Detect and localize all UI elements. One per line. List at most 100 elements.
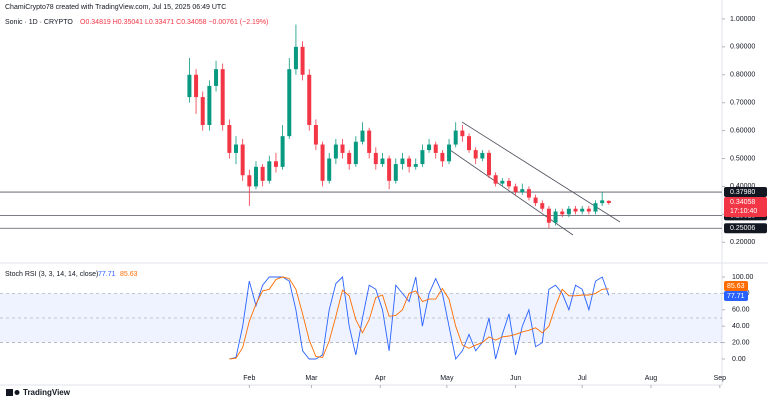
candle-body [420, 150, 425, 165]
x-tick-label: Feb [243, 375, 255, 382]
candle-body [393, 164, 398, 181]
x-tick-label: May [440, 375, 454, 382]
candle-body [606, 200, 611, 203]
symbol-title: Sonic · 1D · CRYPTO [5, 19, 73, 26]
candle-body [600, 200, 605, 204]
candle-body [566, 208, 571, 215]
candle-body [493, 175, 498, 184]
candle-body [240, 144, 245, 176]
y-tick-label: 0.50000 [730, 155, 755, 162]
candle-body [260, 166, 265, 181]
candle-body [247, 175, 252, 187]
candle-body [187, 74, 192, 98]
y-tick-label: 0.00 [732, 356, 746, 363]
candle-body [486, 152, 491, 176]
candle-body [520, 189, 525, 192]
candle-body [553, 211, 558, 223]
candle-body [320, 144, 325, 181]
ohlc-values: O0.34819 H0.35041 L0.33471 C0.34058 −0.0… [80, 19, 268, 26]
last-price-tag [724, 196, 767, 217]
indicator-value: 85.63 [120, 271, 138, 278]
candle-body [220, 69, 225, 125]
candle-body [400, 158, 405, 165]
candle-body [300, 46, 305, 75]
countdown: 17:10:40 [730, 208, 757, 215]
candle-body [227, 124, 232, 153]
candle-body [287, 69, 292, 137]
candle-body [513, 186, 518, 192]
y-tick-label: 0.70000 [730, 100, 755, 107]
candle-body [273, 161, 278, 167]
candle-body [586, 208, 591, 212]
candle-body [467, 136, 472, 151]
stoch-line [229, 276, 609, 360]
x-tick-label: Aug [645, 375, 658, 382]
y-tick-label: 0.90000 [730, 44, 755, 51]
candle-body [200, 97, 205, 125]
x-tick-label: Sep [714, 375, 727, 382]
credit: ChamiCrypto78 created with TradingView.c… [5, 4, 226, 11]
candle-body [593, 203, 598, 212]
indicator-tag-label: 85.63 [727, 283, 745, 290]
candle-body [473, 150, 478, 159]
y-tick-label: 60.00 [732, 307, 750, 314]
candle-body [267, 161, 272, 181]
stoch-line [229, 276, 610, 361]
candle-body [533, 197, 538, 204]
candle-body [560, 211, 565, 215]
indicator-tag-label: 77.71 [727, 293, 745, 300]
x-tick-label: Mar [305, 375, 318, 382]
candle-body [373, 152, 378, 165]
candle-body [214, 69, 219, 86]
candle-body [460, 130, 465, 137]
candle-body [207, 85, 212, 125]
candle-body [353, 141, 358, 165]
x-tick-label: Apr [375, 375, 387, 382]
indicator-title: Stoch RSI (3, 3, 14, 14, close) [5, 271, 98, 278]
candle-body [280, 136, 285, 167]
candle-body [313, 124, 318, 145]
candle-body [433, 144, 438, 153]
y-tick-label: 100.00 [732, 274, 754, 281]
candle-body [407, 158, 412, 167]
indicator-value: 77.71 [98, 271, 116, 278]
candle-body [293, 46, 298, 70]
indicator-tag [724, 291, 748, 301]
candle-body [447, 144, 452, 162]
candle-body [526, 189, 531, 198]
candle-body [347, 152, 352, 165]
brand-logo [6, 389, 20, 396]
candle-body [340, 144, 345, 153]
candle-body [333, 144, 338, 159]
y-tick-label: 20.00 [732, 339, 750, 346]
candle-body [360, 130, 365, 142]
candle-body [427, 144, 432, 151]
x-tick-label: Jul [578, 375, 587, 382]
candle-body [327, 158, 332, 181]
indicator-tag [724, 281, 748, 291]
y-tick-label: 0.60000 [730, 127, 755, 134]
candle-body [387, 158, 392, 181]
level-tag [724, 187, 767, 198]
candle-body [480, 152, 485, 159]
level-label: 0.37980 [730, 189, 755, 196]
candle-body [506, 180, 511, 187]
candle-body [540, 203, 545, 209]
candle-body [413, 164, 418, 167]
candle-body [500, 180, 505, 184]
candle-body [380, 158, 385, 165]
channel-line [449, 149, 574, 236]
candle-body [546, 208, 551, 223]
y-tick-label: 40.00 [732, 323, 750, 330]
last-price-label: 0.34058 [730, 199, 755, 206]
y-tick-label: 0.40000 [730, 183, 755, 190]
candle-body [194, 74, 199, 98]
candle-body [307, 74, 312, 125]
y-tick-label: 1.00000 [730, 16, 755, 23]
candle-body [234, 144, 239, 153]
level-tag [724, 223, 767, 234]
candle-body [253, 166, 258, 187]
